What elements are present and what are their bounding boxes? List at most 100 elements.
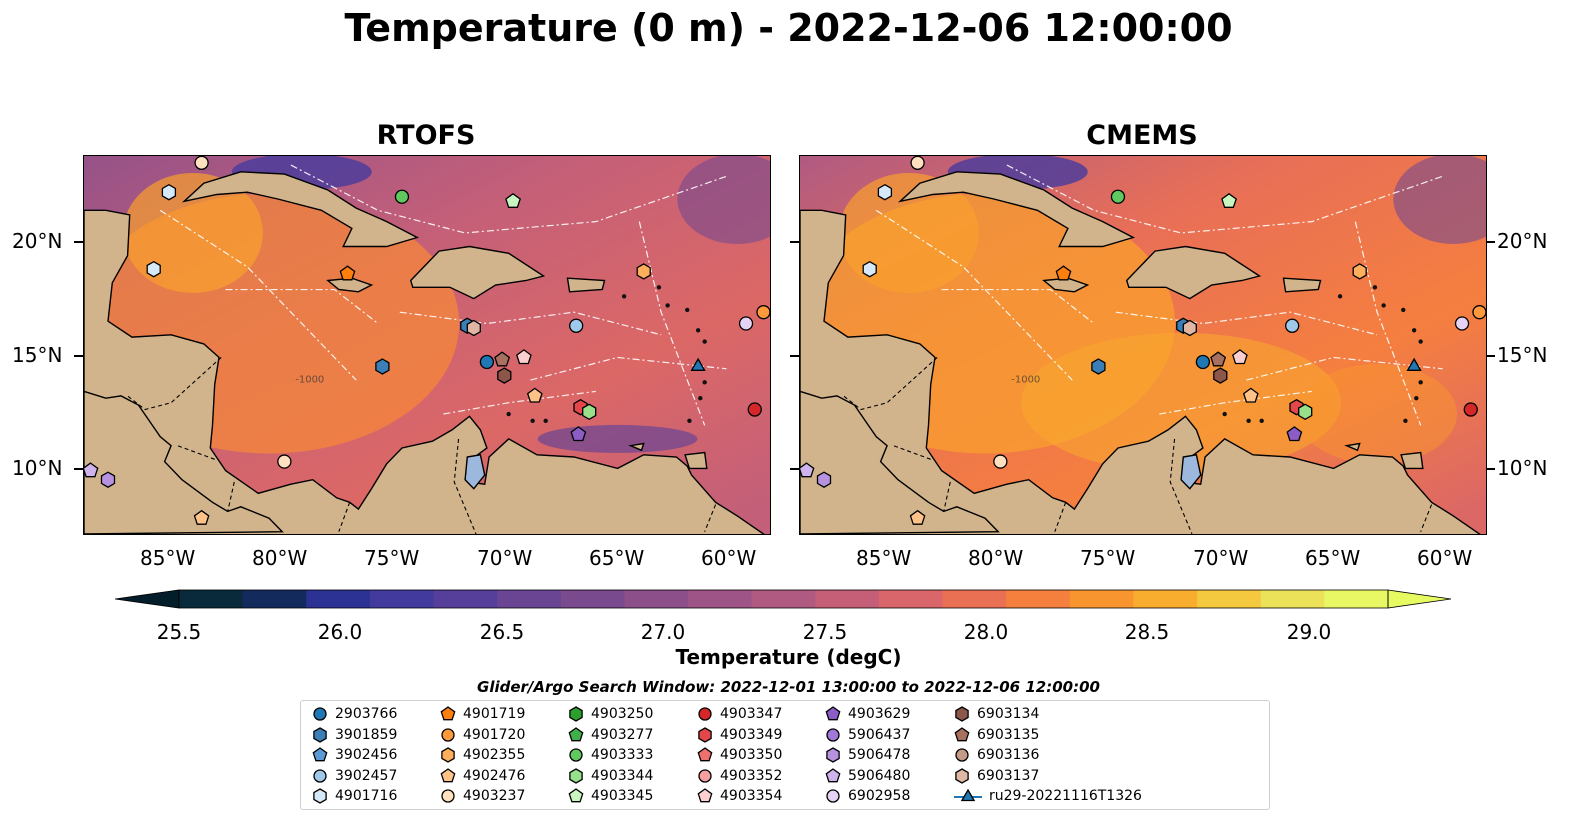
legend-shape xyxy=(825,767,841,782)
lat-tick-label: 20°N xyxy=(12,229,63,253)
bathymetry-label: -1000 xyxy=(295,374,324,385)
country-border xyxy=(1420,504,1433,532)
legend-marker-icon xyxy=(955,748,969,762)
legend-shape xyxy=(826,727,840,742)
float-marker xyxy=(1232,349,1248,365)
float-marker xyxy=(161,183,177,201)
float-marker xyxy=(569,318,584,333)
colorbar-segment xyxy=(369,590,435,608)
island xyxy=(698,395,703,401)
colorbar-tick-label: 26.5 xyxy=(479,620,525,644)
legend-item: 4903250 xyxy=(567,704,653,724)
lon-tick-label: 70°W xyxy=(1193,546,1249,570)
legend-shape xyxy=(954,726,970,741)
float-marker xyxy=(466,319,481,337)
legend-label: 5906437 xyxy=(848,726,911,743)
lat-tick-label: 20°N xyxy=(1497,229,1548,253)
float-marker xyxy=(526,387,543,403)
float-marker xyxy=(277,454,292,469)
island xyxy=(1222,411,1227,417)
lon-tick-label: 80°W xyxy=(252,546,308,570)
tick-mark xyxy=(790,241,799,243)
legend-item: 2903766 xyxy=(311,704,397,724)
legend-item: 6902958 xyxy=(824,786,910,806)
legend-item: 4903629 xyxy=(824,704,910,724)
legend-marker-icon xyxy=(441,789,455,803)
colorbar-segment xyxy=(179,590,244,608)
legend-marker-icon xyxy=(954,788,982,802)
float-marker xyxy=(84,462,99,478)
legend-shape xyxy=(697,747,713,762)
eez-boundary-line xyxy=(290,164,727,234)
island xyxy=(685,307,690,313)
legend-label: 3901859 xyxy=(335,726,398,743)
legend-label: 4901720 xyxy=(463,726,526,743)
rtofs-panel-title: RTOFS xyxy=(376,120,476,151)
eez-boundary-line xyxy=(530,356,727,381)
country-border xyxy=(453,438,477,534)
colorbar-tick-label: 28.0 xyxy=(963,620,1009,644)
float-marker xyxy=(747,402,762,417)
lake-maracaibo xyxy=(464,453,486,490)
legend-marker-icon xyxy=(955,767,969,784)
colorbar-segment xyxy=(1133,590,1198,608)
rtofs-map[interactable]: -1000 xyxy=(83,155,771,535)
legend-marker-icon xyxy=(313,707,327,721)
land-cuba xyxy=(897,171,1136,248)
lat-tick-label: 15°N xyxy=(1497,343,1548,367)
legend-label: 4903333 xyxy=(591,747,654,763)
island xyxy=(1259,418,1264,424)
legend-label: 4902355 xyxy=(463,747,526,763)
float-marker xyxy=(193,509,210,525)
legend-label: 4901719 xyxy=(463,706,526,722)
colorbar-tick-label: 29.0 xyxy=(1286,620,1332,644)
float-marker xyxy=(1286,426,1303,442)
colorbar-segment xyxy=(942,590,1007,608)
legend-label: 4903237 xyxy=(463,788,526,804)
lat-tick-label: 10°N xyxy=(12,456,63,480)
island xyxy=(621,294,627,299)
legend-item: 5906480 xyxy=(824,766,910,786)
legend-marker-icon xyxy=(568,726,584,741)
legend-marker-icon xyxy=(955,706,969,722)
land-hispaniola xyxy=(1125,245,1262,300)
float-marker xyxy=(1454,316,1470,331)
tick-mark xyxy=(1486,468,1495,470)
legend-item: 6903136 xyxy=(953,745,1039,765)
float-marker xyxy=(1285,318,1300,333)
lon-tick-label: 85°W xyxy=(856,546,912,570)
cmems-map[interactable]: -1000 xyxy=(799,155,1487,535)
colorbar-segment xyxy=(497,590,562,608)
island xyxy=(1246,418,1251,424)
legend-marker-icon xyxy=(697,788,713,803)
colorbar xyxy=(115,589,1452,609)
legend-marker-icon xyxy=(441,747,455,763)
legend-label: 4901716 xyxy=(335,788,398,804)
country-border xyxy=(943,481,951,512)
colorbar-tick-label: 28.5 xyxy=(1124,620,1170,644)
float-marker xyxy=(1406,357,1422,371)
legend-item: 4903344 xyxy=(567,766,653,786)
legend-label: 6903136 xyxy=(977,747,1040,763)
legend-item: 4901720 xyxy=(439,725,525,745)
legend-item: 4903333 xyxy=(567,745,653,765)
legend-shape xyxy=(313,788,327,804)
lon-tick-label: 65°W xyxy=(1305,546,1361,570)
float-marker xyxy=(862,260,877,278)
eez-boundary-line xyxy=(159,209,357,381)
eez-boundary-line xyxy=(1159,390,1312,415)
colorbar-label: Temperature (degC) xyxy=(675,645,902,669)
legend-shape xyxy=(441,727,455,742)
legend-marker-icon xyxy=(569,767,583,784)
lon-tick-label: 60°W xyxy=(1417,546,1473,570)
colorbar-segment xyxy=(306,590,371,608)
colorbar-outline xyxy=(178,589,1389,609)
legend-item: 6903135 xyxy=(953,725,1039,745)
legend-item: 4903354 xyxy=(696,786,782,806)
float-marker xyxy=(877,183,893,201)
float-marker xyxy=(910,156,925,170)
legend-shape xyxy=(569,767,583,784)
colorbar-extend-max xyxy=(1387,589,1452,609)
float-marker xyxy=(339,265,356,281)
legend-label: 4903354 xyxy=(720,788,783,804)
